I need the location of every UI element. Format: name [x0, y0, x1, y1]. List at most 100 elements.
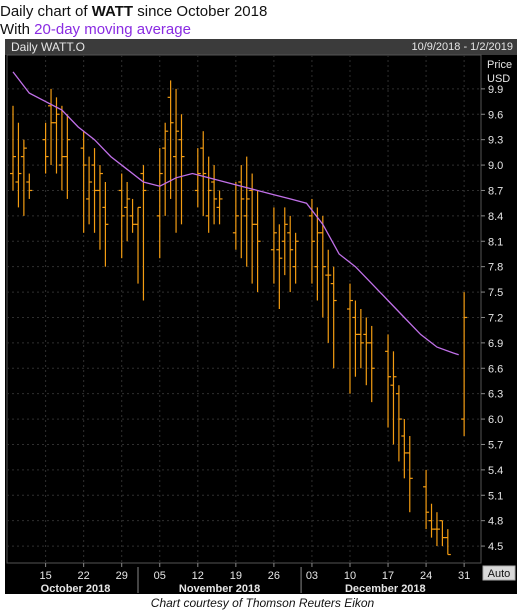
ohlc-bar [48, 88, 55, 166]
y-tick-label: 5.7 [488, 439, 503, 451]
y-tick-label: 8.4 [488, 211, 503, 223]
ohlc-bar [58, 105, 65, 191]
x-tick-label: 03 [306, 570, 318, 582]
ohlc-bar [205, 156, 212, 233]
plot-border [6, 54, 482, 564]
ohlc-bar [178, 114, 185, 225]
moving-average-layer [12, 71, 459, 356]
y-tick-label: 6.6 [488, 363, 503, 375]
ohlc-bar [346, 283, 353, 394]
x-tick-label: 05 [154, 570, 166, 582]
ohlc-bar [232, 182, 239, 250]
y-tick-label: 9.6 [488, 109, 503, 121]
y-tick-label: 8.1 [488, 236, 503, 248]
ohlc-bar [156, 148, 163, 259]
ohlc-bar [270, 207, 277, 284]
y-tick-label: 8.7 [488, 185, 503, 197]
ohlc-bar [53, 97, 60, 174]
ohlc-bar [243, 156, 250, 267]
ohlc-bar [10, 105, 16, 191]
chart-subtitle: With 20-day moving average [0, 21, 525, 38]
y-tick-label: 7.5 [488, 287, 503, 299]
auto-button-label[interactable]: Auto [488, 568, 511, 580]
ohlc-bar [433, 512, 440, 547]
ohlc-bar [216, 190, 223, 225]
y-tick-label: 5.4 [488, 465, 503, 477]
x-tick-label: 26 [268, 570, 280, 582]
y-tick-label: 6.9 [488, 338, 503, 350]
price-chart-svg: 4.5 4.8 5.1 5.4 5.7 6.0 6.3 6.6 6.9 7.2 7.5 7.8 8.1 8… [6, 54, 516, 594]
ohlc-bar [64, 114, 71, 199]
y-tick-label: 6.3 [488, 389, 503, 401]
ohlc-bar [140, 165, 147, 301]
ohlc-bar [26, 173, 33, 199]
ohlc-bar [314, 207, 321, 301]
ohlc-bar [15, 122, 22, 208]
x-tick-label: 17 [382, 570, 394, 582]
ohlc-bar [124, 182, 131, 242]
ohlc-bar [363, 317, 370, 386]
ohlc-bar [135, 206, 142, 284]
y-tick-label: 9.9 [488, 84, 503, 96]
ohlc-bar [86, 156, 93, 225]
ohlc-bar [167, 80, 174, 199]
x-tick-label: 24 [420, 570, 432, 582]
x-tick-label: 22 [78, 570, 90, 582]
y-tick-label: 9.3 [488, 135, 503, 147]
x-tick-label: 19 [230, 570, 242, 582]
x-tick-label: 12 [192, 570, 204, 582]
ohlc-bar [162, 122, 169, 216]
chart-credit: Chart courtesy of Thomson Reuters Eikon [150, 596, 375, 610]
auto-button-background[interactable] [482, 565, 516, 581]
ohlc-bar [395, 385, 402, 462]
y-tick-label: 7.2 [488, 312, 503, 324]
ohlc-bar [292, 232, 299, 284]
ohlc-bar [173, 88, 180, 233]
moving-average-line [12, 71, 459, 356]
ohlc-bar [287, 215, 294, 293]
month-label: October 2018 [41, 583, 111, 594]
ohlc-bar [211, 165, 218, 225]
ohlc-bar [276, 224, 283, 309]
ohlc-bar [385, 334, 392, 428]
axis-layer: 4.5 4.8 5.1 5.4 5.7 6.0 6.3 6.6 6.9 7.2 7.5 7.8 8.1 8… [39, 84, 503, 594]
ohlc-bar [254, 190, 261, 293]
y-axis-title-usd: USD [487, 73, 510, 85]
chart-panel: Daily WATT.O 10/9/2018 - 1/2/2019 4.5 4.8… [5, 39, 517, 594]
ohlc-bar [194, 148, 201, 208]
ohlc-bar [308, 198, 315, 284]
ohlc-bar [352, 300, 359, 377]
ohlc-bar [238, 165, 245, 259]
title-suffix: since October 2018 [133, 3, 268, 20]
subtitle-prefix: With [0, 21, 35, 38]
ohlc-bar [444, 529, 451, 556]
panel-date-range: 10/9/2018 - 1/2/2019 [411, 41, 513, 53]
ohlc-bar [20, 139, 27, 216]
month-label: December 2018 [345, 583, 426, 594]
ohlc-bar [96, 165, 103, 250]
y-axis-title-price: Price [487, 59, 512, 71]
ohlc-bar [80, 131, 87, 233]
ohlc-bar [325, 249, 332, 343]
panel-header-bar: Daily WATT.O 10/9/2018 - 1/2/2019 [5, 39, 517, 55]
ohlc-bars-layer [10, 80, 468, 556]
ohlc-bar [330, 266, 337, 369]
grid-layer [6, 54, 482, 564]
auto-button[interactable]: Auto [482, 565, 516, 581]
ohlc-bar [423, 469, 430, 530]
ohlc-bar [42, 122, 49, 174]
ohlc-bar [102, 182, 109, 267]
subtitle-highlight: 20-day moving average [34, 21, 191, 38]
y-tick-label: 4.5 [488, 541, 503, 553]
ohlc-bar [390, 351, 397, 445]
ohlc-bar [461, 292, 468, 436]
ohlc-bar [439, 520, 446, 547]
ohlc-bar [129, 198, 136, 233]
y-tick-label: 7.8 [488, 262, 503, 274]
y-tick-label: 6.0 [488, 414, 503, 426]
month-label: November 2018 [179, 583, 260, 594]
x-tick-label: 29 [116, 570, 128, 582]
ohlc-bar [357, 309, 364, 369]
ohlc-bar [118, 173, 125, 259]
ohlc-bar [200, 131, 207, 216]
